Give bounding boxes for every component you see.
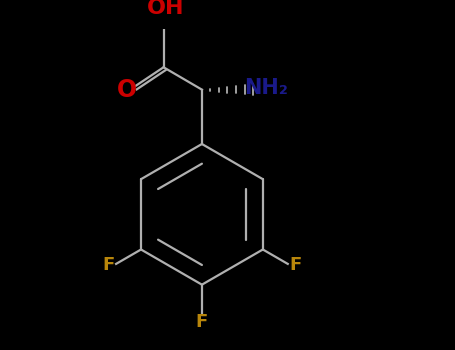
Text: F: F bbox=[196, 313, 208, 331]
Text: F: F bbox=[290, 257, 302, 274]
Text: OH: OH bbox=[147, 0, 184, 18]
Text: F: F bbox=[102, 257, 114, 274]
Text: NH₂: NH₂ bbox=[245, 78, 288, 98]
Text: O: O bbox=[117, 78, 137, 102]
